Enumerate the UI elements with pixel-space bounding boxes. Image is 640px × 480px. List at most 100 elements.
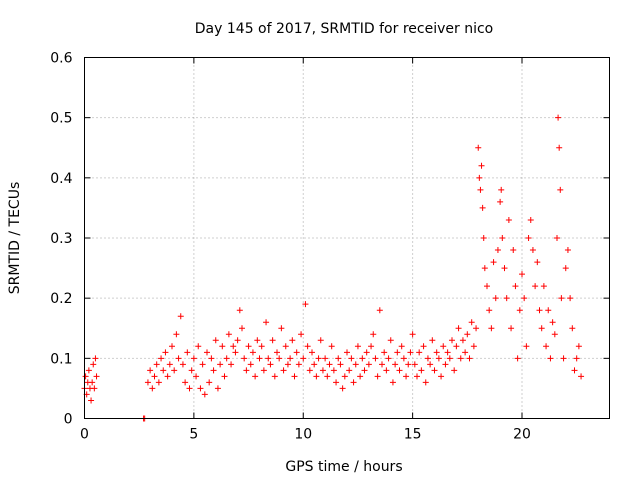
x-tick-label: 15 [404, 427, 422, 443]
data-point [532, 283, 539, 290]
data-point [311, 361, 318, 368]
data-point [464, 331, 471, 338]
data-point [575, 343, 582, 350]
data-point [405, 361, 412, 368]
data-point [82, 373, 89, 380]
data-point [352, 361, 359, 368]
y-tick-label: 0.2 [50, 291, 72, 307]
data-point [473, 325, 480, 332]
data-point [512, 283, 519, 290]
data-point [201, 391, 208, 398]
data-point [545, 307, 552, 314]
data-point [468, 319, 475, 326]
data-point [569, 325, 576, 332]
data-point [435, 355, 442, 362]
data-point [536, 307, 543, 314]
data-point [407, 349, 414, 356]
data-point [93, 373, 100, 380]
data-point [480, 235, 487, 241]
data-point [449, 337, 455, 344]
data-point [385, 355, 392, 362]
data-point [564, 247, 571, 254]
data-point [230, 343, 237, 350]
data-point [144, 379, 151, 386]
data-point [287, 355, 294, 362]
data-point [440, 343, 447, 350]
data-point [147, 367, 154, 374]
data-point [365, 361, 372, 368]
data-point [306, 367, 313, 374]
data-point [521, 295, 528, 302]
data-point [319, 367, 326, 374]
data-point [195, 343, 202, 350]
data-point [457, 355, 464, 362]
data-point [416, 349, 423, 356]
data-point [547, 355, 554, 362]
data-point [160, 367, 167, 374]
data-point [409, 331, 416, 338]
data-point [293, 349, 300, 356]
data-point [188, 367, 195, 374]
data-point [221, 373, 228, 380]
data-point [475, 144, 482, 151]
data-point [556, 144, 563, 151]
data-point [499, 235, 506, 241]
data-point [177, 313, 184, 320]
data-point [519, 271, 525, 278]
data-point [309, 349, 315, 356]
data-point [247, 361, 254, 368]
data-point [162, 349, 169, 356]
data-point [571, 367, 578, 374]
data-point [324, 373, 331, 380]
data-point [234, 337, 241, 344]
y-tick-label: 0.5 [50, 111, 72, 127]
data-point [527, 216, 534, 223]
data-point [232, 349, 239, 356]
data-point [350, 379, 357, 386]
data-point [239, 325, 245, 332]
data-point [254, 337, 261, 344]
data-point [498, 186, 505, 193]
y-tick-label: 0.1 [50, 351, 72, 367]
data-point [322, 355, 329, 362]
data-point [422, 379, 429, 386]
data-point [354, 343, 361, 350]
data-point [481, 265, 488, 272]
data-point [372, 355, 379, 362]
data-point [540, 283, 547, 290]
data-point [558, 295, 565, 302]
data-point [149, 385, 156, 392]
data-point [442, 361, 449, 368]
data-point [256, 355, 263, 362]
data-point [245, 343, 252, 350]
data-point [252, 373, 259, 380]
data-point [557, 186, 564, 193]
data-point [490, 259, 497, 266]
data-point [344, 349, 350, 356]
data-point [523, 343, 530, 350]
data-point [429, 337, 436, 344]
data-point [326, 361, 333, 368]
data-point [298, 331, 305, 338]
data-point [315, 355, 322, 362]
data-point [578, 373, 585, 380]
axes: 0 5 10 15 20 0 0.1 0.2 0.3 0.4 0.5 0.6 [50, 51, 610, 443]
data-point [387, 337, 394, 344]
data-point [466, 355, 473, 362]
data-point [555, 114, 562, 121]
data-point [394, 349, 401, 356]
data-point [418, 367, 425, 374]
data-point [573, 355, 580, 362]
data-point [210, 367, 217, 374]
data-point [529, 247, 536, 254]
data-point [212, 337, 219, 344]
data-point [381, 349, 388, 356]
data-point [263, 319, 270, 326]
data-point [510, 247, 517, 254]
data-point [151, 373, 158, 380]
data-point [389, 379, 396, 386]
data-point [341, 373, 348, 380]
data-point [398, 343, 405, 350]
data-point [488, 325, 495, 332]
data-point [179, 361, 186, 368]
